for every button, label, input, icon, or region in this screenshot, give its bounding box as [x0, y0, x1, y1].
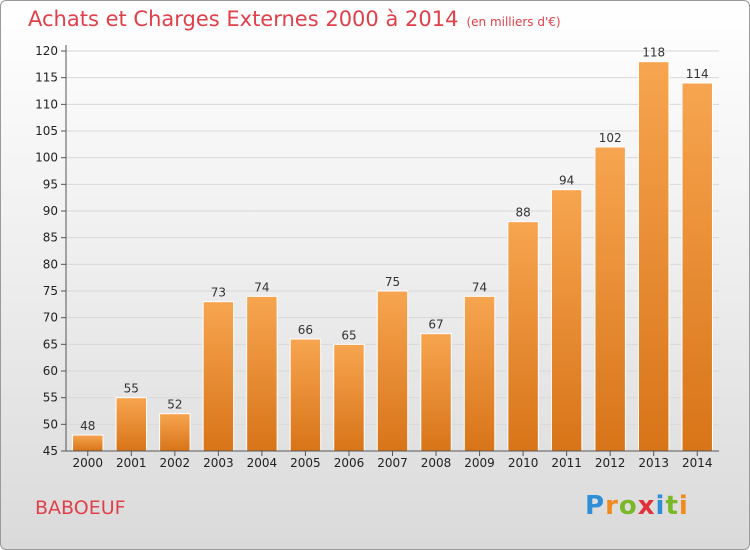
data-label: 74: [254, 280, 269, 294]
bar-chart: 45 50 55 60 65 70 75 80 85 90 95 100 105 110 115 120 200…: [35, 44, 719, 470]
title-text: Achats et Charges Externes 2000 à 2014: [28, 7, 459, 31]
y-tick-label: 105: [35, 124, 58, 138]
data-label: 74: [472, 280, 487, 294]
x-tick-label: 2004: [247, 456, 278, 470]
place-name: BABOEUF: [35, 497, 126, 519]
data-label: 67: [428, 318, 443, 332]
bar-2003: [202, 301, 235, 452]
x-tick-label: 2001: [116, 456, 147, 470]
y-tick-label: 95: [43, 177, 58, 191]
chart-subtitle: (en milliers d'€): [466, 15, 561, 29]
y-tick-label: 70: [43, 311, 58, 325]
bar-2012: [594, 146, 626, 452]
x-tick-label: 2009: [464, 456, 495, 470]
x-tick-label: 2014: [682, 456, 713, 470]
data-label: 66: [298, 323, 313, 337]
y-tick-label: 50: [43, 417, 58, 431]
data-label: 73: [211, 286, 226, 300]
y-tick-label: 90: [43, 204, 58, 218]
bar-2001: [115, 397, 148, 452]
bar-2010: [507, 221, 539, 452]
x-tick-label: 2002: [160, 456, 191, 470]
data-label: 48: [80, 419, 95, 433]
y-tick-label: 65: [43, 337, 58, 351]
data-label: 65: [341, 328, 356, 342]
data-label: 75: [385, 275, 400, 289]
y-tick-label: 55: [43, 391, 58, 405]
bar-2013: [637, 61, 670, 452]
data-label: 118: [642, 46, 665, 60]
bar-2005: [289, 338, 322, 452]
logo-letter: r: [605, 491, 619, 521]
bar-2006: [333, 343, 365, 452]
data-label: 88: [515, 206, 530, 220]
axes: 45 50 55 60 65 70 75 80 85 90 95 100 105 110 115 120 200…: [35, 44, 719, 470]
bar-2009: [463, 295, 496, 452]
bar-2014: [681, 82, 713, 452]
y-tick-label: 120: [35, 44, 58, 58]
logo-letter: i: [655, 491, 666, 521]
x-tick-label: 2011: [551, 456, 582, 470]
bar-2011: [550, 189, 583, 452]
x-tick-label: 2003: [203, 456, 234, 470]
data-label: 102: [599, 131, 622, 145]
labels: 48 55 52 73 74 66 65 75 67 74 88 94 102 118 114: [80, 46, 709, 433]
y-tick-label: 60: [43, 364, 58, 378]
x-tick-label: 2012: [595, 456, 626, 470]
y-tick-label: 100: [35, 151, 58, 165]
bar-2004: [246, 295, 278, 452]
bar-2000: [72, 434, 104, 452]
y-tick-label: 115: [35, 71, 58, 85]
x-tick-label: 2005: [290, 456, 321, 470]
logo-letter: x: [637, 491, 656, 521]
y-tick-label: 110: [35, 97, 58, 111]
data-label: 114: [686, 67, 709, 81]
bar-2002: [159, 413, 191, 452]
y-tick-label: 85: [43, 231, 58, 245]
data-label: 94: [559, 174, 574, 188]
bars: [72, 61, 713, 452]
y-tick-label: 45: [43, 444, 58, 458]
bar-2008: [420, 333, 452, 452]
x-tick-label: 2013: [638, 456, 669, 470]
logo-letter: i: [678, 491, 689, 521]
x-tick-label: 2010: [508, 456, 539, 470]
y-tick-label: 80: [43, 257, 58, 271]
x-tick-label: 2000: [72, 456, 103, 470]
proxiti-logo: Proxiti: [585, 491, 689, 521]
x-tick-label: 2008: [421, 456, 452, 470]
x-tick-label: 2007: [377, 456, 408, 470]
logo-letter: t: [665, 491, 679, 521]
data-label: 55: [124, 382, 139, 396]
logo-letter: o: [618, 491, 638, 521]
logo-letter: P: [585, 491, 606, 521]
data-label: 52: [167, 398, 182, 412]
bar-2007: [376, 290, 409, 452]
chart-title: Achats et Charges Externes 2000 à 2014 (e…: [28, 7, 561, 31]
y-tick-label: 75: [43, 284, 58, 298]
x-tick-label: 2006: [334, 456, 365, 470]
